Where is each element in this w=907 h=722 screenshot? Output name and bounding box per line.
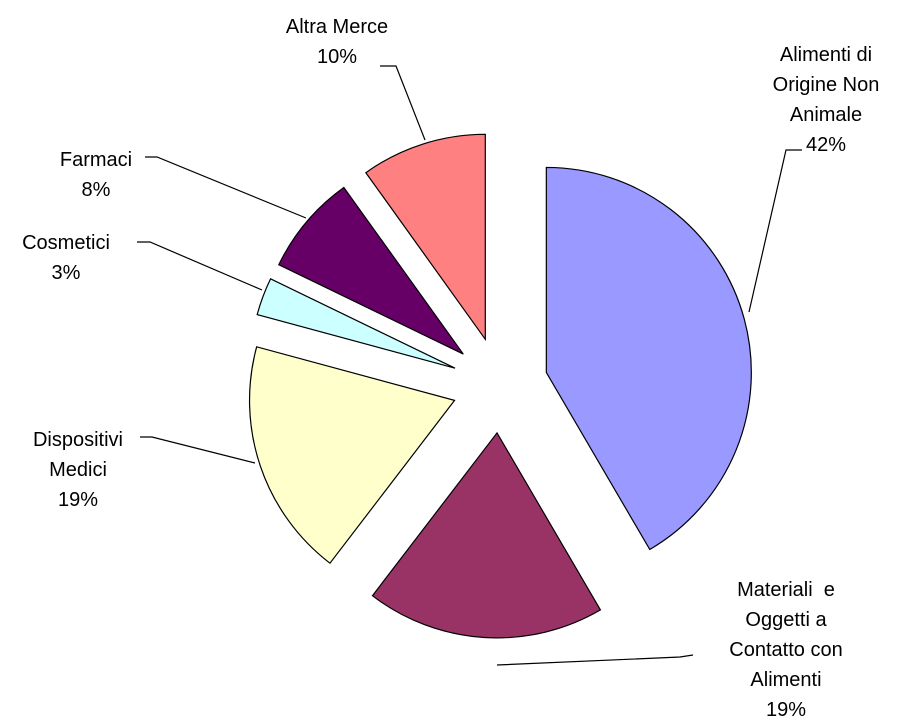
value-label: 42% (805, 134, 847, 156)
value-label: 19% (765, 699, 807, 721)
slice-label: Materiali e Oggetti a Contatto con Alime… (711, 575, 861, 722)
value-label: 10% (316, 46, 358, 68)
leader-line (380, 65, 426, 141)
pie-slice (371, 431, 602, 639)
category-label: Dispositivi Medici (32, 429, 129, 481)
slice-label: Altra Merce 10% (262, 12, 412, 72)
pie-slice (248, 346, 456, 565)
pie-slice (277, 186, 464, 355)
category-label: Cosmetici (22, 232, 110, 254)
leader-line (140, 436, 256, 464)
value-label: 19% (57, 489, 99, 511)
category-label: Materiali e Oggetti a Contatto con Alime… (729, 579, 848, 691)
leader-line (137, 241, 263, 291)
pie-slice (365, 133, 486, 342)
slice-label: Farmaci 8% (31, 145, 161, 205)
category-label: Alimenti di Origine Non Animale (772, 44, 884, 126)
slice-label: Alimenti di Origine Non Animale 42% (761, 40, 891, 160)
value-label: 3% (51, 262, 81, 284)
pie-slice (256, 278, 456, 369)
slice-label: Cosmetici 3% (1, 228, 131, 288)
leader-line (496, 654, 694, 666)
leader-line (145, 156, 307, 219)
pie-slice (545, 166, 752, 551)
category-label: Farmaci (59, 149, 133, 171)
value-label: 8% (81, 179, 111, 201)
category-label: Altra Merce (285, 16, 389, 38)
slice-label: Dispositivi Medici 19% (13, 425, 143, 515)
leader-line (748, 149, 802, 313)
